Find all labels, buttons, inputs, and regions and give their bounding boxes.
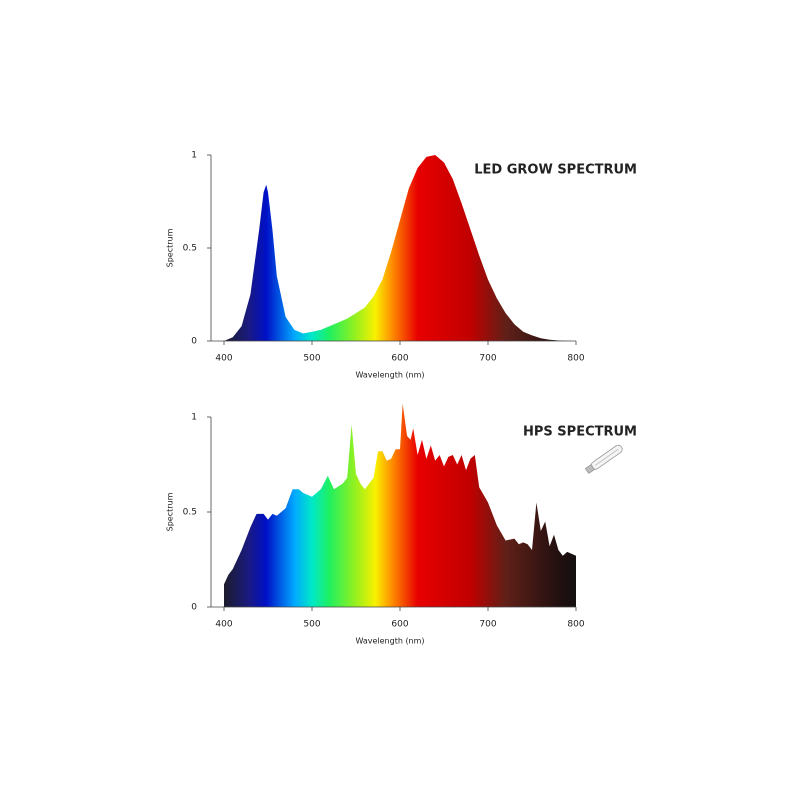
x-tick-label: 600 bbox=[391, 620, 408, 630]
y-axis-label: Spectrum bbox=[166, 492, 175, 531]
y-tick-label: 0 bbox=[191, 337, 197, 347]
y-tick-label: 1 bbox=[191, 413, 197, 423]
x-tick-label: 400 bbox=[215, 354, 232, 364]
spectrum-area bbox=[224, 403, 576, 607]
x-tick-label: 500 bbox=[303, 620, 320, 630]
x-tick-label: 700 bbox=[479, 354, 496, 364]
chart-title: HPS SPECTRUM bbox=[523, 425, 637, 440]
y-tick-label: 0.5 bbox=[183, 244, 197, 254]
x-tick-label: 700 bbox=[479, 620, 496, 630]
bulb-icon bbox=[584, 444, 623, 474]
spectrum-area bbox=[224, 155, 576, 341]
x-tick-label: 800 bbox=[567, 354, 584, 364]
chart-title: LED GROW SPECTRUM bbox=[474, 163, 637, 178]
y-tick-label: 1 bbox=[191, 151, 197, 161]
x-tick-label: 800 bbox=[567, 620, 584, 630]
y-tick-label: 0 bbox=[191, 603, 197, 613]
x-tick-label: 400 bbox=[215, 620, 232, 630]
x-axis-label: Wavelength (nm) bbox=[355, 637, 424, 646]
x-tick-label: 600 bbox=[391, 354, 408, 364]
y-tick-label: 0.5 bbox=[183, 508, 197, 518]
x-axis-label: Wavelength (nm) bbox=[355, 371, 424, 380]
y-axis-label: Spectrum bbox=[166, 228, 175, 267]
x-tick-label: 500 bbox=[303, 354, 320, 364]
